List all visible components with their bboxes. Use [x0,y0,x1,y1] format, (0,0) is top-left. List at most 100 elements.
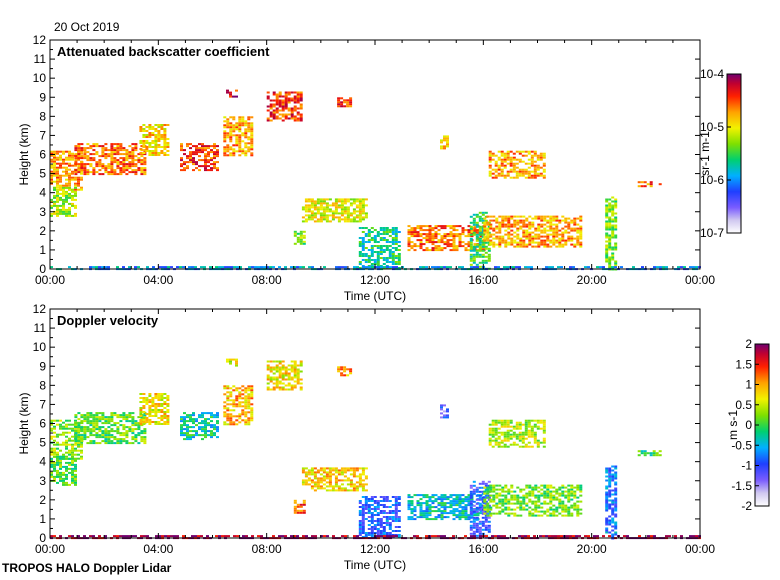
doppler-cell [322,475,326,478]
backscatter-cell [59,198,62,201]
backscatter-cell [428,237,432,240]
doppler-cell [299,362,303,365]
doppler-cell [452,498,456,501]
doppler-cell [455,514,459,517]
backscatter-cell [146,266,149,269]
backscatter-cell [98,266,101,269]
backscatter-cell [191,266,194,269]
backscatter-cell [328,198,332,201]
backscatter-cell [325,198,329,201]
doppler-cell [573,502,577,505]
backscatter-cell [319,218,323,221]
doppler-cell [74,438,78,441]
doppler-cell [244,407,248,410]
doppler-cell [50,419,53,422]
doppler-cell [373,508,377,510]
doppler-cell [472,490,476,493]
backscatter-cell [74,204,77,207]
backscatter-cell [316,202,320,205]
backscatter-cell [542,168,546,171]
backscatter-cell [385,259,389,261]
backscatter-cell [98,163,102,166]
doppler-cell [513,498,517,501]
backscatter-cell [189,147,192,150]
backscatter-cell [491,172,495,175]
backscatter-cell [207,159,210,162]
backscatter-cell [80,170,83,173]
backscatter-cell [134,147,138,150]
doppler-cell [540,510,544,513]
doppler-cell [53,449,56,452]
backscatter-cell [122,161,126,164]
backscatter-cell [198,149,201,152]
backscatter-cell [470,266,473,269]
backscatter-cell [449,231,453,234]
backscatter-cell [608,220,612,223]
backscatter-cell [434,235,438,238]
backscatter-cell [223,148,227,151]
backscatter-cell [534,235,538,238]
doppler-cell [125,426,129,429]
doppler-cell [518,421,522,424]
doppler-cell [446,496,450,499]
backscatter-cell [385,257,389,259]
backscatter-cell [367,233,371,235]
backscatter-cell [346,212,350,215]
backscatter-cell [89,147,93,150]
backscatter-cell [296,101,300,104]
doppler-cell [180,432,183,435]
doppler-cell [419,494,423,497]
backscatter-cell [346,99,350,102]
backscatter-cell [210,167,213,170]
backscatter-cell [605,244,609,247]
backscatter-cell [229,93,232,96]
backscatter-cell [128,155,132,158]
backscatter-cell [370,259,374,261]
backscatter-cell [163,124,167,126]
backscatter-cell [552,233,556,236]
doppler-cell [68,427,71,430]
doppler-cell [528,514,532,517]
doppler-cell [74,473,77,476]
doppler-cell [131,420,135,423]
backscatter-cell [608,198,612,201]
doppler-cell [275,360,279,363]
backscatter-cell [195,161,198,164]
backscatter-cell [512,158,516,161]
backscatter-cell [131,149,135,152]
doppler-cell [302,509,306,512]
doppler-cell [518,437,522,440]
doppler-cell [558,500,562,503]
backscatter-cell [394,237,398,239]
backscatter-cell [472,217,476,220]
doppler-cell [50,475,53,478]
backscatter-cell [275,109,279,112]
backscatter-cell [92,167,96,170]
backscatter-cell [284,107,288,110]
doppler-cell [464,512,468,515]
backscatter-cell [304,218,308,221]
backscatter-cell [522,245,526,248]
doppler-cell [491,421,495,424]
doppler-cell [397,520,401,522]
doppler-cell [59,423,62,426]
doppler-cell [443,416,446,419]
backscatter-cell [431,229,435,232]
backscatter-cell [504,229,508,232]
backscatter-cell [516,229,520,232]
doppler-cell [370,536,374,538]
doppler-cell [518,425,522,428]
backscatter-cell [379,257,383,259]
backscatter-cell [440,241,444,244]
backscatter-cell [213,157,216,160]
backscatter-cell [65,214,68,217]
backscatter-cell [552,237,556,240]
backscatter-cell [611,236,615,239]
doppler-cell [71,435,74,438]
doppler-cell [98,418,102,421]
backscatter-cell [522,225,526,228]
backscatter-cell [139,126,143,128]
backscatter-cell [388,231,392,233]
backscatter-cell [56,212,59,215]
doppler-cell [148,393,152,395]
